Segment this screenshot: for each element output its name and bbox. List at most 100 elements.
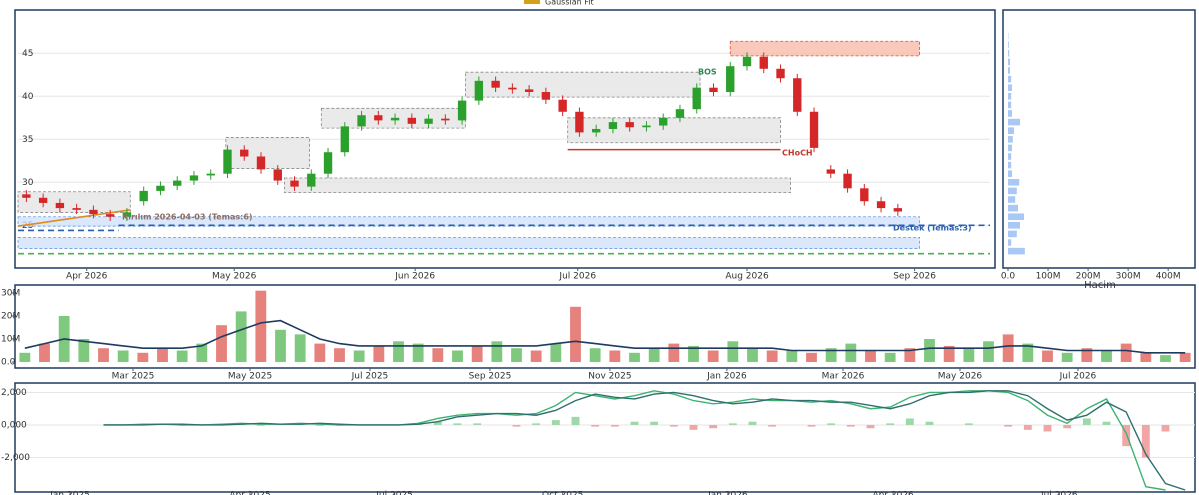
- y-tick-label: 0.0: [1, 358, 16, 368]
- candle-body: [508, 87, 517, 90]
- volume-bar: [19, 352, 31, 362]
- candle-body: [793, 78, 802, 112]
- volume-bar: [707, 350, 719, 362]
- y-tick-label: 10M: [1, 334, 20, 344]
- volume-bar: [196, 343, 208, 362]
- profile-bar: [1008, 49, 1010, 57]
- volume-bar: [609, 350, 621, 362]
- volume-bar: [373, 345, 385, 362]
- y-tick-label: 30: [22, 178, 34, 188]
- candle-body: [374, 115, 383, 121]
- candle-body: [893, 208, 903, 212]
- candle-body: [726, 66, 735, 92]
- x-tick-label: Sep 2026: [893, 272, 936, 282]
- volume-bar: [1160, 355, 1171, 362]
- histogram-bar: [866, 424, 875, 429]
- candle-body: [474, 80, 484, 101]
- x-tick-label: 300M: [1116, 272, 1141, 282]
- histogram-bar: [571, 416, 580, 425]
- candle-body: [692, 87, 701, 110]
- x-tick-label: Jul 2026: [1059, 372, 1097, 382]
- volume-bar: [1002, 334, 1014, 362]
- profile-bar: [1008, 144, 1013, 152]
- candle-body: [608, 122, 618, 129]
- candle-body: [742, 56, 752, 67]
- candle-body: [776, 68, 785, 79]
- candle-body: [323, 152, 333, 174]
- volume-bar: [1061, 352, 1073, 362]
- profile-bar: [1008, 161, 1012, 169]
- profile-bar: [1008, 58, 1011, 66]
- candle-body: [89, 209, 98, 215]
- volume-bar: [688, 345, 699, 362]
- volume-bar: [255, 290, 267, 362]
- volume-bar: [176, 350, 188, 362]
- x-tick-label: Nov 2025: [588, 372, 631, 382]
- oscillator-line: [103, 390, 1186, 491]
- histogram-bar: [964, 423, 973, 425]
- profile-bar: [1008, 92, 1012, 100]
- volume-bar: [78, 338, 90, 362]
- profile-bar: [1008, 75, 1012, 83]
- profile-bar: [1008, 179, 1020, 186]
- zone: [17, 216, 921, 227]
- x-tick-label: May 2025: [228, 372, 272, 382]
- profile-bar: [1008, 222, 1021, 229]
- candle-body: [843, 173, 852, 189]
- volume-bar: [412, 343, 424, 362]
- profile-bar: [1008, 230, 1017, 238]
- y-tick-label: 35: [22, 135, 33, 145]
- volume-bar: [314, 343, 326, 362]
- volume-bar: [766, 350, 778, 362]
- histogram-bar: [669, 424, 678, 427]
- x-tick-label: Jan 2026: [707, 491, 748, 495]
- candle-body: [675, 109, 685, 118]
- volume-bar: [452, 350, 463, 362]
- x-tick-label: 200M: [1076, 272, 1101, 282]
- profile-bar: [1008, 187, 1017, 195]
- y-tick-label: 40: [22, 92, 34, 102]
- y-tick-label: 30M: [1, 288, 20, 298]
- volume-bar: [137, 352, 149, 362]
- zone: [225, 137, 311, 169]
- x-tick-label: Jul 2025: [351, 372, 389, 382]
- zone: [465, 71, 701, 98]
- histogram-bar: [709, 424, 718, 429]
- volume-bar: [353, 350, 365, 362]
- zone: [284, 177, 791, 194]
- histogram-bar: [905, 418, 914, 425]
- x-tick-label: Sep 2025: [469, 372, 512, 382]
- profile-bar: [1008, 101, 1012, 109]
- candle-body: [38, 197, 48, 203]
- volume-bar: [825, 348, 837, 362]
- candle-body: [558, 99, 567, 112]
- volume-bar: [943, 345, 955, 362]
- y-tick-label: 2,000: [1, 388, 27, 398]
- profile-bar: [1008, 239, 1012, 246]
- candle-body: [541, 91, 551, 100]
- histogram-bar: [453, 423, 462, 425]
- volume-bar: [39, 343, 50, 362]
- zone: [729, 40, 921, 57]
- histogram-bar: [1122, 424, 1131, 447]
- histogram-bar: [650, 421, 659, 425]
- annotation: BOS: [698, 68, 717, 77]
- candle-body: [156, 185, 165, 191]
- volume-bar: [983, 341, 994, 362]
- oscillator-panel-frame: [14, 382, 1196, 493]
- x-tick-label: 0.0: [1001, 272, 1016, 282]
- volume-bar: [924, 338, 935, 362]
- volume-bar: [570, 306, 581, 362]
- histogram-bar: [1063, 424, 1072, 429]
- y-tick-label: 45: [22, 49, 33, 59]
- candle-body: [424, 118, 433, 124]
- volume-bar: [1101, 350, 1112, 362]
- zone: [17, 236, 921, 249]
- candle-body: [457, 100, 467, 121]
- x-tick-label: Oct 2025: [542, 491, 583, 495]
- volume-bar: [294, 334, 306, 362]
- annotation: Destek (Temas:3): [893, 224, 972, 233]
- histogram-bar: [886, 423, 895, 425]
- candle-body: [876, 201, 886, 209]
